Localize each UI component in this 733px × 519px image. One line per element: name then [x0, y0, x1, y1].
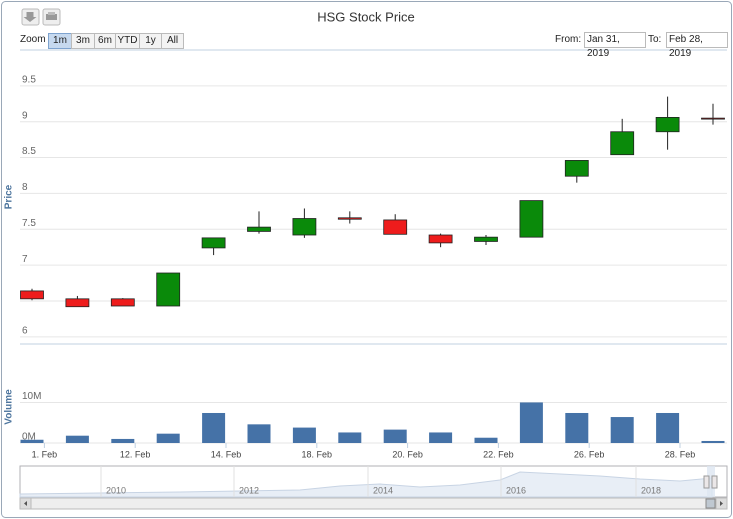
candle-body [383, 219, 408, 235]
y-tick-label: 9 [22, 110, 28, 121]
navigator-label: 2016 [506, 485, 526, 495]
candle-body [201, 237, 226, 249]
range-button[interactable]: 6m [94, 33, 116, 49]
range-button[interactable]: 1y [139, 33, 162, 49]
y-tick-label: 0M [22, 432, 36, 443]
y-tick-label: 8 [22, 182, 28, 193]
zoom-label: Zoom [20, 34, 46, 45]
navigator-label: 2012 [239, 485, 259, 495]
y-tick-label: 9.5 [22, 74, 36, 85]
volume-bar [701, 440, 725, 443]
volume-bar [292, 427, 316, 443]
x-tick-label: 18. Feb [302, 449, 333, 459]
candle-body [564, 160, 589, 177]
x-tick-label: 1. Feb [32, 449, 58, 459]
volume-bar [156, 433, 180, 443]
candle-body [20, 290, 44, 300]
x-tick-label: 14. Feb [211, 449, 242, 459]
candle-body [110, 298, 135, 307]
from-input[interactable]: Jan 31, 2019 [584, 32, 646, 59]
volume-bar [519, 402, 543, 443]
y-axis-title: Price [4, 184, 15, 209]
volume-bar [474, 437, 498, 443]
navigator-label: 2014 [373, 485, 393, 495]
volume-bar [338, 432, 362, 443]
volume-bar [610, 417, 634, 443]
candle-body [337, 217, 362, 220]
candle-body [65, 298, 90, 308]
range-button[interactable]: 1m [48, 33, 72, 49]
volume-bar [20, 439, 44, 443]
volume-bar [429, 432, 453, 443]
chart-title: HSG Stock Price [317, 9, 415, 24]
y-tick-label: 7.5 [22, 218, 36, 229]
range-button[interactable]: All [161, 33, 184, 49]
navigator-label: 2010 [106, 485, 126, 495]
range-button[interactable]: YTD [115, 33, 140, 49]
volume-bar [111, 438, 135, 443]
volume-bar [202, 412, 226, 443]
y-tick-label: 7 [22, 254, 28, 265]
volume-bar [247, 424, 271, 443]
candle-body [292, 218, 317, 236]
x-tick-label: 28. Feb [665, 449, 696, 459]
navigator[interactable] [19, 465, 728, 510]
navigator-label: 2018 [641, 485, 661, 495]
x-tick-label: 26. Feb [574, 449, 605, 459]
to-label: To: [648, 34, 662, 45]
range-button[interactable]: 3m [71, 33, 95, 49]
y-tick-label: 8.5 [22, 146, 36, 157]
candle-body [428, 234, 453, 244]
candle-body [247, 226, 271, 232]
export-buttons[interactable] [21, 8, 61, 26]
x-tick-label: 22. Feb [483, 449, 514, 459]
x-tick-label: 20. Feb [392, 449, 423, 459]
candle-body [655, 117, 680, 133]
volume-bar [656, 412, 680, 443]
y-axis-title: Volume [4, 389, 15, 425]
y-tick-label: 6 [22, 325, 28, 336]
candle-body [701, 117, 725, 120]
from-label: From: [555, 34, 582, 45]
volume-bar [565, 412, 589, 443]
volume-bar [65, 435, 89, 443]
candle-body [474, 236, 498, 242]
to-input[interactable]: Feb 28, 2019 [666, 32, 728, 59]
y-tick-label: 10M [22, 391, 41, 402]
volume-bar [383, 429, 407, 443]
candle-body [156, 272, 181, 307]
candle-body [610, 131, 635, 156]
candle-body [519, 200, 544, 238]
x-tick-label: 12. Feb [120, 449, 151, 459]
